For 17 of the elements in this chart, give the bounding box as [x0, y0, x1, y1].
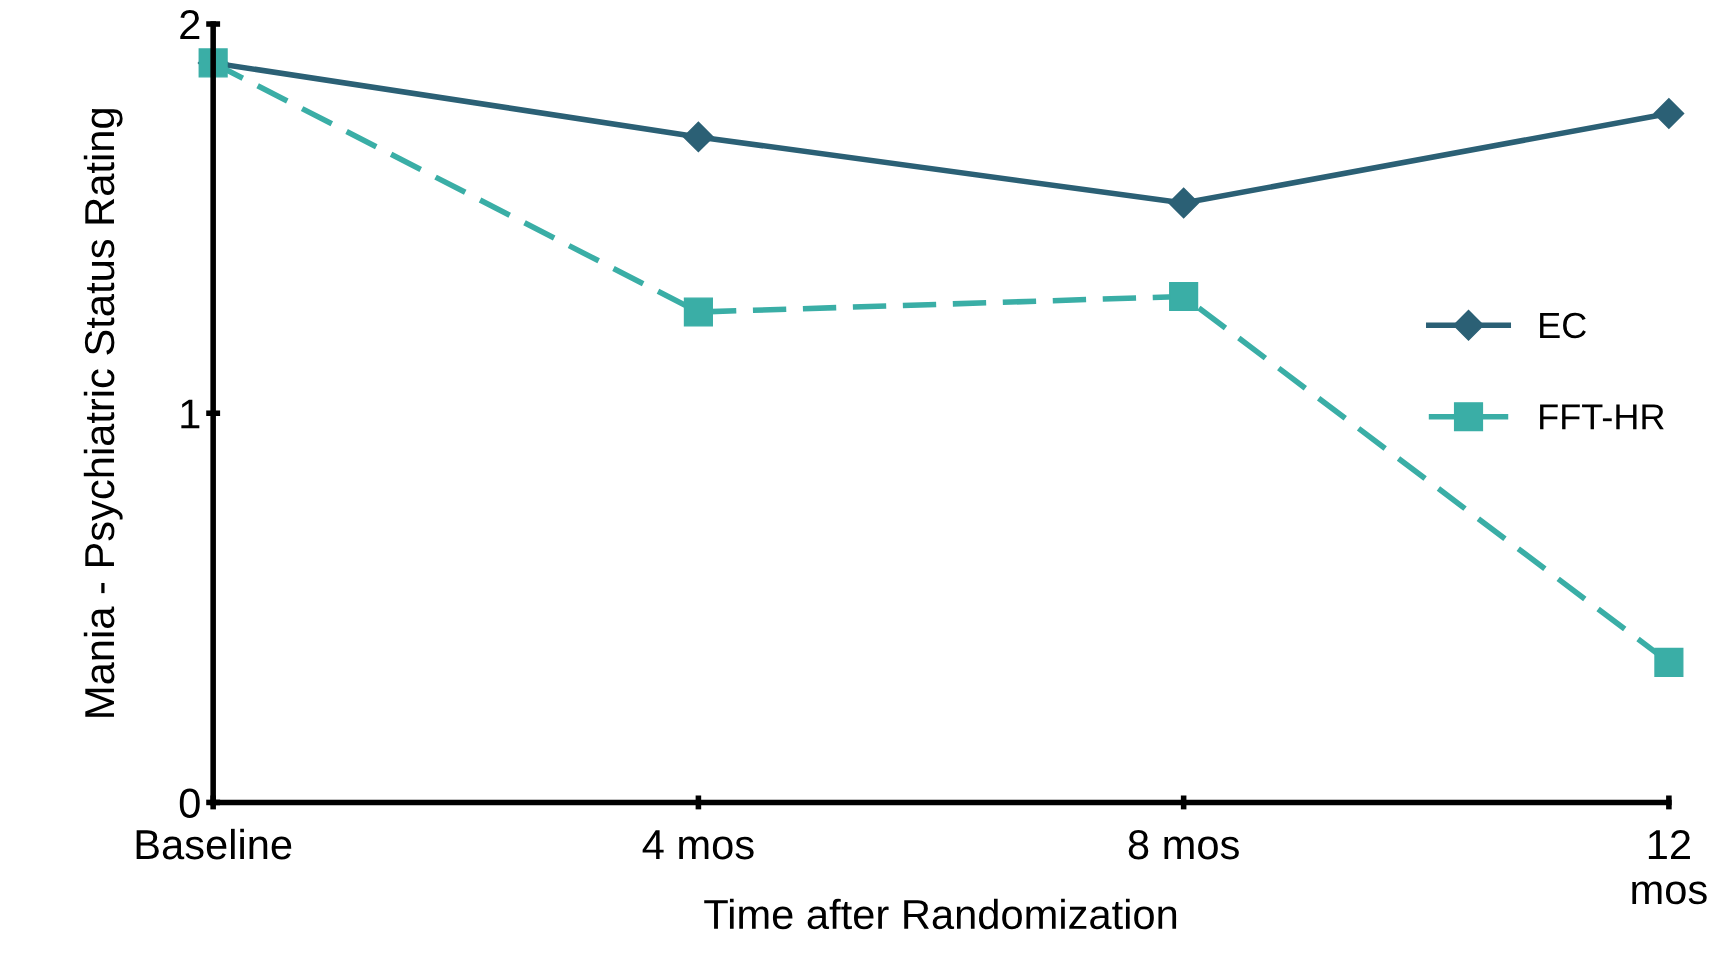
- point: [683, 297, 713, 327]
- x-tick-label: Baseline: [136, 828, 292, 860]
- x-tick-label: 8 mos: [1128, 829, 1239, 860]
- point: [1653, 98, 1685, 129]
- x-tick-label: 4 mos: [642, 830, 754, 860]
- point: [1654, 647, 1684, 677]
- y-tick-label: 1: [181, 399, 200, 429]
- point: [1168, 187, 1200, 219]
- x-axis-title: Time after Randomization: [704, 898, 1177, 930]
- y-tick-label: 0: [179, 788, 200, 818]
- y-tick-label: 2: [180, 10, 200, 40]
- point: [682, 121, 714, 153]
- legend-label: EC: [1540, 312, 1586, 339]
- point: [1169, 281, 1199, 312]
- x-tick-label: 12 mos: [1632, 829, 1707, 905]
- y-axis-title: Mania - Psychiatric Status Rating: [83, 109, 123, 717]
- legend-label: FFT-HR: [1540, 404, 1664, 430]
